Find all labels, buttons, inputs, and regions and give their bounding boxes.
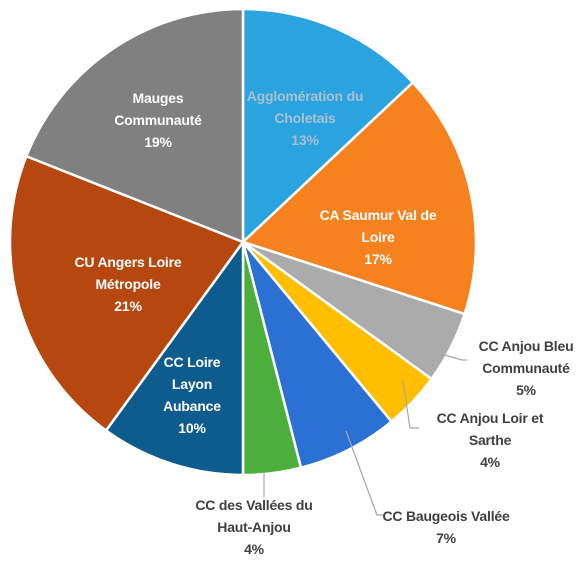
category-name: CU Angers Loire Métropole [74,254,182,292]
pie-slice [241,241,394,470]
value-label: 10% [178,420,206,436]
slice-label: CC Loire Layon Aubance 10% [152,351,232,439]
slice-label: CC Anjou Bleu Communauté 5% [466,335,586,401]
pie-slice [8,154,245,433]
slice-label: CC des Vallées du Haut-Anjou 4% [179,494,329,560]
value-label: 17% [364,251,392,267]
leader-line [402,380,419,429]
slice-label: CA Saumur Val de Loire 17% [311,204,446,270]
slice-label: Agglomération du Choletais 13% [235,85,375,151]
slice-label: CC Anjou Loir et Sarthe 4% [425,407,555,473]
pie-slice [240,80,478,316]
value-label: 5% [516,382,536,398]
category-name: Mauges Communauté [114,90,202,128]
category-name: CC des Vallées du Haut-Anjou [195,497,313,535]
leader-line [440,353,467,361]
value-label: 13% [291,132,319,148]
category-name: CC Anjou Bleu Communauté [478,338,574,376]
category-name: CC Anjou Loir et Sarthe [436,410,544,448]
category-name: CA Saumur Val de Loire [319,207,437,245]
category-name: CC Baugeois Vallée [382,508,510,524]
category-name: CC Loire Layon Aubance [163,354,221,414]
value-label: 4% [244,541,264,557]
slice-label: CC Baugeois Vallée 7% [364,505,529,549]
pie-slice [24,7,245,244]
value-label: 4% [480,454,500,470]
value-label: 19% [144,134,172,150]
pie-slice [241,7,415,245]
slice-label: Mauges Communauté 19% [103,87,213,153]
pie-slice [104,238,245,477]
value-label: 7% [436,530,456,546]
leader-line [345,430,384,516]
slice-label: CU Angers Loire Métropole 21% [58,251,198,317]
value-label: 21% [114,298,142,314]
category-name: Agglomération du Choletais [246,88,364,126]
